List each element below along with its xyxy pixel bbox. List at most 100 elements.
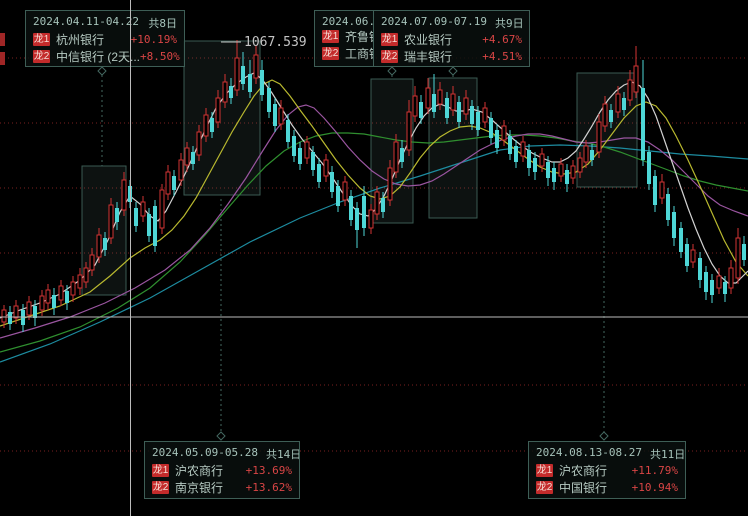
candle-down (381, 198, 385, 212)
candle-up (178, 159, 184, 181)
leader1-stock-name[interactable]: 杭州银行 (56, 33, 105, 47)
leader2-stock-name[interactable]: 中国银行 (559, 481, 608, 495)
period-date-range: 2024.08.13-08.27 (536, 446, 642, 459)
candle-down (552, 168, 556, 182)
candle-down (470, 106, 474, 124)
leader1-stock-name[interactable]: 齐鲁银行 (345, 30, 373, 44)
leader1-badge: 龙1 (33, 33, 50, 46)
candle-up (222, 81, 228, 103)
leader2-stock-name[interactable]: 中信银行 (2天... (56, 50, 141, 64)
candle-up (13, 305, 19, 319)
candle-up (165, 171, 171, 195)
diamond-marker-icon (387, 66, 397, 76)
candle-down (241, 66, 245, 84)
candle-up (77, 274, 83, 289)
period-box-jun-clipped: 2024.06.25- 龙1 齐鲁银行 龙2 工商银行 (314, 10, 374, 67)
candle-up (627, 79, 633, 101)
candle-up (633, 65, 639, 93)
candle-down (317, 164, 321, 182)
candle-up (368, 209, 374, 229)
candle-down (349, 196, 353, 220)
leader2-change-pct: +10.94% (631, 481, 678, 494)
candle-down (52, 295, 56, 308)
period-date-range: 2024.06.25- (322, 15, 374, 28)
candle-up (520, 141, 526, 157)
candle-down (248, 74, 252, 92)
candle-down (147, 214, 151, 236)
candle-down (672, 212, 676, 238)
candle-up (387, 167, 393, 201)
candle-down (641, 88, 645, 160)
candle-up (58, 285, 64, 301)
crosshair-vertical-line[interactable] (130, 0, 131, 516)
candle-up (278, 107, 284, 125)
candle-down (286, 120, 290, 142)
candle-down (742, 244, 746, 260)
leader1-stock-name[interactable]: 沪农商行 (559, 464, 608, 478)
leader1-badge: 龙1 (536, 464, 553, 477)
ma30-green-line (0, 132, 748, 353)
candle-down (457, 102, 461, 122)
candle-up (83, 267, 89, 283)
candle-up (482, 107, 488, 123)
candle-down (419, 102, 423, 118)
candle-down (495, 130, 499, 148)
candle-up (406, 111, 412, 151)
candle-up (159, 189, 165, 229)
candle-down (65, 291, 69, 303)
candle-down (508, 136, 512, 154)
candle-down (273, 104, 277, 126)
leader1-change-pct: +11.79% (631, 464, 678, 477)
candle-down (489, 118, 493, 138)
period-day-count: 共11日 (649, 448, 686, 461)
candle-down (298, 148, 302, 164)
candle-up (215, 97, 221, 123)
candle-up (735, 237, 741, 279)
leader2-stock-name[interactable]: 瑞丰银行 (404, 50, 453, 64)
candle-up (393, 141, 399, 173)
candle-up (304, 141, 310, 159)
candle-up (437, 89, 443, 105)
candle-down (355, 208, 359, 230)
peak-price-value: 1067.539 (244, 35, 307, 50)
candle-up (323, 159, 329, 177)
candle-down (191, 152, 195, 164)
leader1-stock-name[interactable]: 沪农商行 (175, 464, 224, 478)
leader1-stock-name[interactable]: 农业银行 (404, 33, 453, 47)
candle-up (425, 87, 431, 109)
candle-up (501, 125, 507, 141)
leader2-stock-name[interactable]: 工商银行 (345, 47, 373, 61)
candle-down (698, 258, 702, 280)
leader2-badge: 龙2 (152, 481, 169, 494)
period-day-count: 共14日 (265, 448, 300, 461)
diamond-marker-icon (599, 431, 609, 441)
leader1-badge: 龙1 (381, 33, 398, 46)
leader2-stock-name[interactable]: 南京银行 (175, 481, 224, 495)
candle-down (704, 272, 708, 292)
candle-up (342, 181, 348, 201)
candle-up (463, 97, 469, 115)
candle-down (33, 306, 37, 318)
annotation-connectors (97, 66, 609, 441)
candle-up (121, 179, 127, 211)
peak-price-label: 1067.539 (221, 35, 307, 50)
candle-down (153, 206, 157, 246)
leader1-change-pct: +13.69% (245, 464, 292, 477)
candle-down (723, 282, 727, 294)
leader1-badge: 龙1 (152, 464, 169, 477)
candle-up (412, 95, 418, 117)
ma5-white-line (0, 72, 748, 319)
candle-down (679, 228, 683, 252)
period-date-range: 2024.07.09-07.19 (381, 15, 487, 28)
candle-up (583, 145, 589, 163)
candle-up (234, 57, 240, 91)
candle-down (115, 208, 119, 222)
candle-down (445, 98, 449, 118)
candle-down (362, 196, 366, 228)
candle-up (184, 147, 190, 166)
candle-up (716, 275, 722, 289)
candle-up (96, 234, 102, 258)
period-day-count: 共9日 (494, 17, 524, 30)
candle-up (374, 191, 380, 215)
